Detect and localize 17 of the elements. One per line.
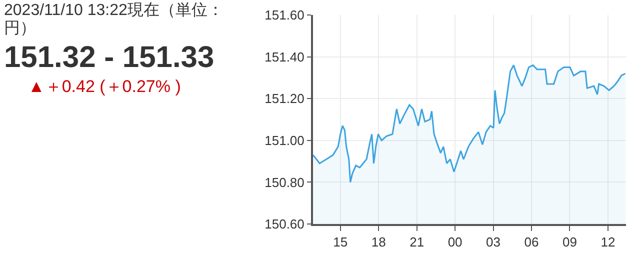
text: 2023/11/10 13:22現在（単位：円） <box>4 2 224 38</box>
y-tick-label: 150.60 <box>264 216 304 232</box>
x-tick-label: 03 <box>486 234 501 250</box>
y-tick-label: 151.40 <box>264 49 304 64</box>
x-tick-label: 09 <box>562 234 577 250</box>
text: 151.32 - 151.33 <box>4 41 216 75</box>
y-tick-label: 150.80 <box>264 174 304 190</box>
x-tick-label: 00 <box>448 234 462 250</box>
y-tick-label: 151.20 <box>264 91 304 106</box>
x-tick-label: 12 <box>600 234 616 250</box>
text: ▲＋0.42 (＋0.27% ) <box>27 76 182 98</box>
x-tick-label: 21 <box>410 234 424 250</box>
x-tick-label: 18 <box>371 234 386 250</box>
x-tick-label: 06 <box>524 234 539 250</box>
x-tick-label: 15 <box>333 234 348 250</box>
y-tick-label: 151.00 <box>264 132 304 148</box>
y-tick-label: 151.60 <box>264 8 304 23</box>
